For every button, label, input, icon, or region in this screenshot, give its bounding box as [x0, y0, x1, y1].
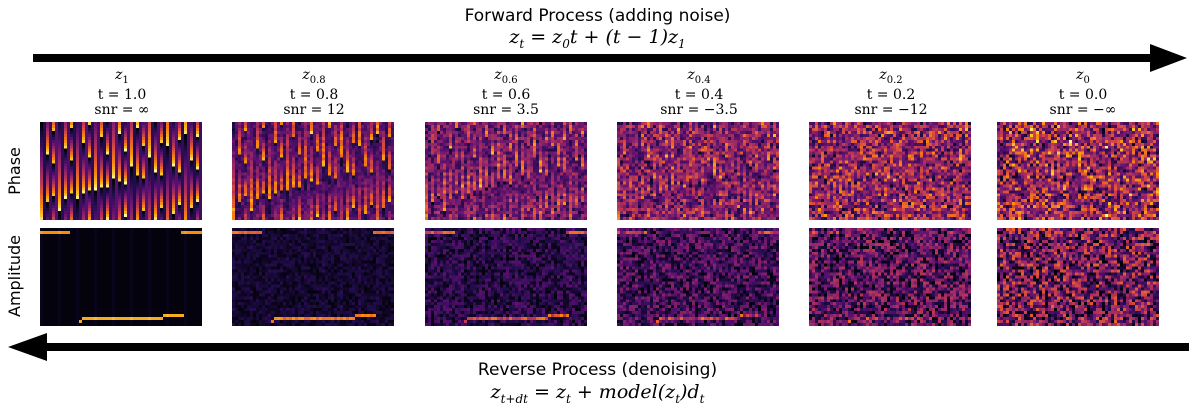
phase-panel — [997, 122, 1159, 220]
reverse-title: Reverse Process (denoising) — [477, 360, 718, 380]
reverse-formula: zt+dt = zt + model(zt)dt — [490, 381, 705, 406]
amplitude-panel — [809, 228, 971, 326]
row-label-phase: Phase — [5, 147, 24, 195]
column-label: z0.6 t = 0.6 snr = 3.5 — [473, 67, 539, 118]
phase-panel — [617, 122, 779, 220]
column-label: z0.8 t = 0.8 snr = 12 — [283, 67, 345, 118]
phase-panel — [40, 122, 202, 220]
column-label: z0.4 t = 0.4 snr = −3.5 — [660, 67, 738, 118]
phase-panel — [809, 122, 971, 220]
forward-arrow — [33, 44, 1187, 72]
row-label-amplitude: Amplitude — [5, 235, 24, 317]
phase-panel — [232, 122, 394, 220]
amplitude-panel — [232, 228, 394, 326]
amplitude-panel — [997, 228, 1159, 326]
amplitude-panel — [617, 228, 779, 326]
amplitude-panel — [40, 228, 202, 326]
column-label: z0 t = 0.0 snr = −∞ — [1049, 67, 1117, 118]
phase-panel — [425, 122, 587, 220]
forward-formula: zt = z0t + (t − 1)z1 — [509, 26, 686, 51]
column-label: z1 t = 1.0 snr = ∞ — [94, 67, 150, 118]
column-label: z0.2 t = 0.2 snr = −12 — [854, 67, 928, 118]
reverse-arrow — [8, 333, 1189, 361]
forward-title: Forward Process (adding noise) — [464, 6, 731, 26]
amplitude-panel — [425, 228, 587, 326]
